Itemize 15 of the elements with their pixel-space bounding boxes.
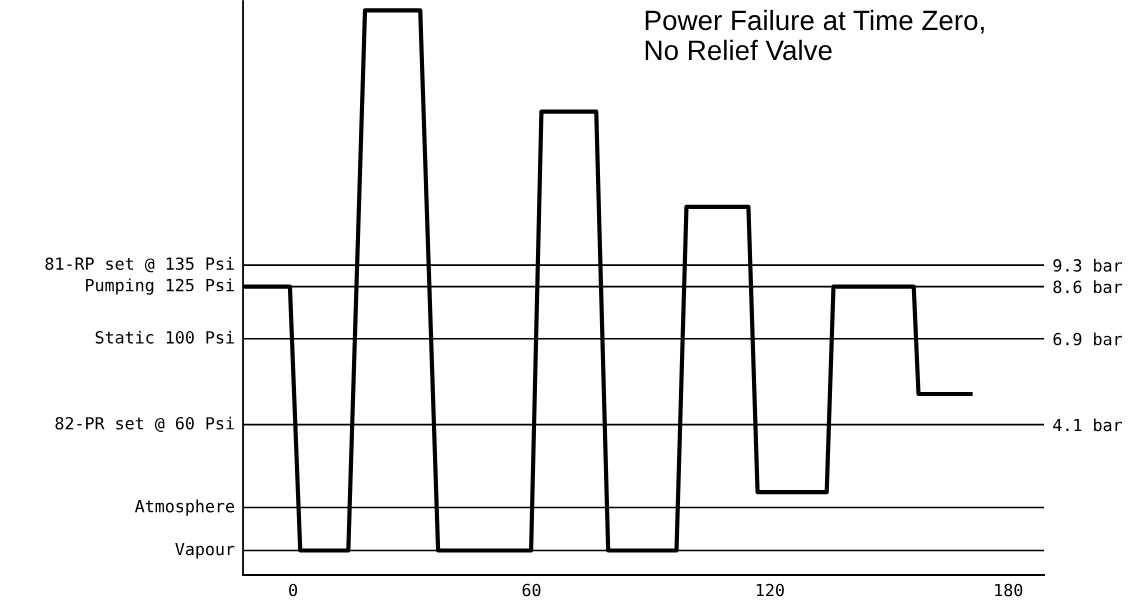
ref-line-label: Vapour <box>175 542 235 559</box>
y-tick-label: 6.9 bar <box>1053 332 1122 346</box>
ref-line-label: 82-PR set @ 60 Psi <box>55 416 234 432</box>
y-tick-label: 8.6 bar <box>1053 280 1122 294</box>
y-tick-label: 9.3 bar <box>1053 258 1122 272</box>
x-tick-label: 180 <box>995 583 1023 597</box>
x-tick-label: 60 <box>522 583 541 597</box>
y-tick-label: 4.1 bar <box>1053 418 1122 432</box>
x-tick-label: 120 <box>756 583 784 597</box>
text: Power Failure at Time Zero, No Relief Valve <box>645 9 984 61</box>
ref-line-label: Static 100 Psi <box>95 330 234 344</box>
ref-line-label: Atmosphere <box>134 499 235 516</box>
ref-line-label: 81-RP set @ 135 Psi <box>45 257 234 273</box>
ref-line-label: Pumping 125 Psi <box>86 278 234 295</box>
x-tick-label: 0 <box>289 583 298 597</box>
